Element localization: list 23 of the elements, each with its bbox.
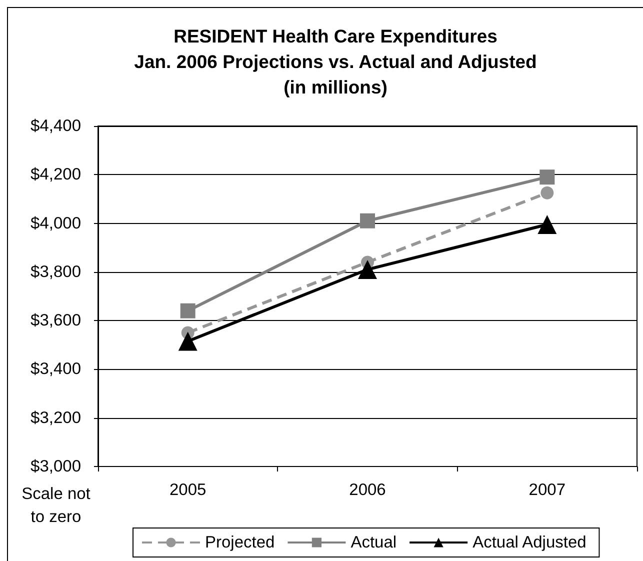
point: [540, 170, 555, 185]
x-tick-label: 2006: [349, 481, 386, 499]
point: [538, 215, 557, 234]
y-tick-label: $4,200: [30, 166, 81, 184]
y-tick-label: $4,000: [30, 214, 81, 232]
legend-label: Actual: [350, 534, 397, 552]
y-tick-label: $4,400: [30, 117, 81, 135]
y-tick-label: $3,200: [30, 408, 81, 427]
point: [358, 260, 377, 279]
point: [178, 332, 198, 351]
text: Scale not to zero: [20, 484, 92, 528]
x-tick-label: 2005: [169, 481, 206, 499]
point: [360, 213, 375, 228]
legend-label: Projected: [205, 534, 275, 552]
point: [180, 303, 196, 318]
x-tick-label: 2007: [528, 481, 566, 499]
y-tick-label: $3,800: [30, 262, 81, 281]
legend-label: Actual Adjusted: [472, 534, 586, 552]
y-tick-label: $3,000: [30, 458, 81, 476]
point: [540, 186, 554, 200]
y-tick-label: $3,600: [30, 312, 81, 330]
y-tick-label: $3,400: [30, 360, 81, 378]
chart-title: RESIDENT Health Care Expenditures Jan. 2006 Projections vs. Actual and Adjusted (in millions): [134, 25, 537, 98]
